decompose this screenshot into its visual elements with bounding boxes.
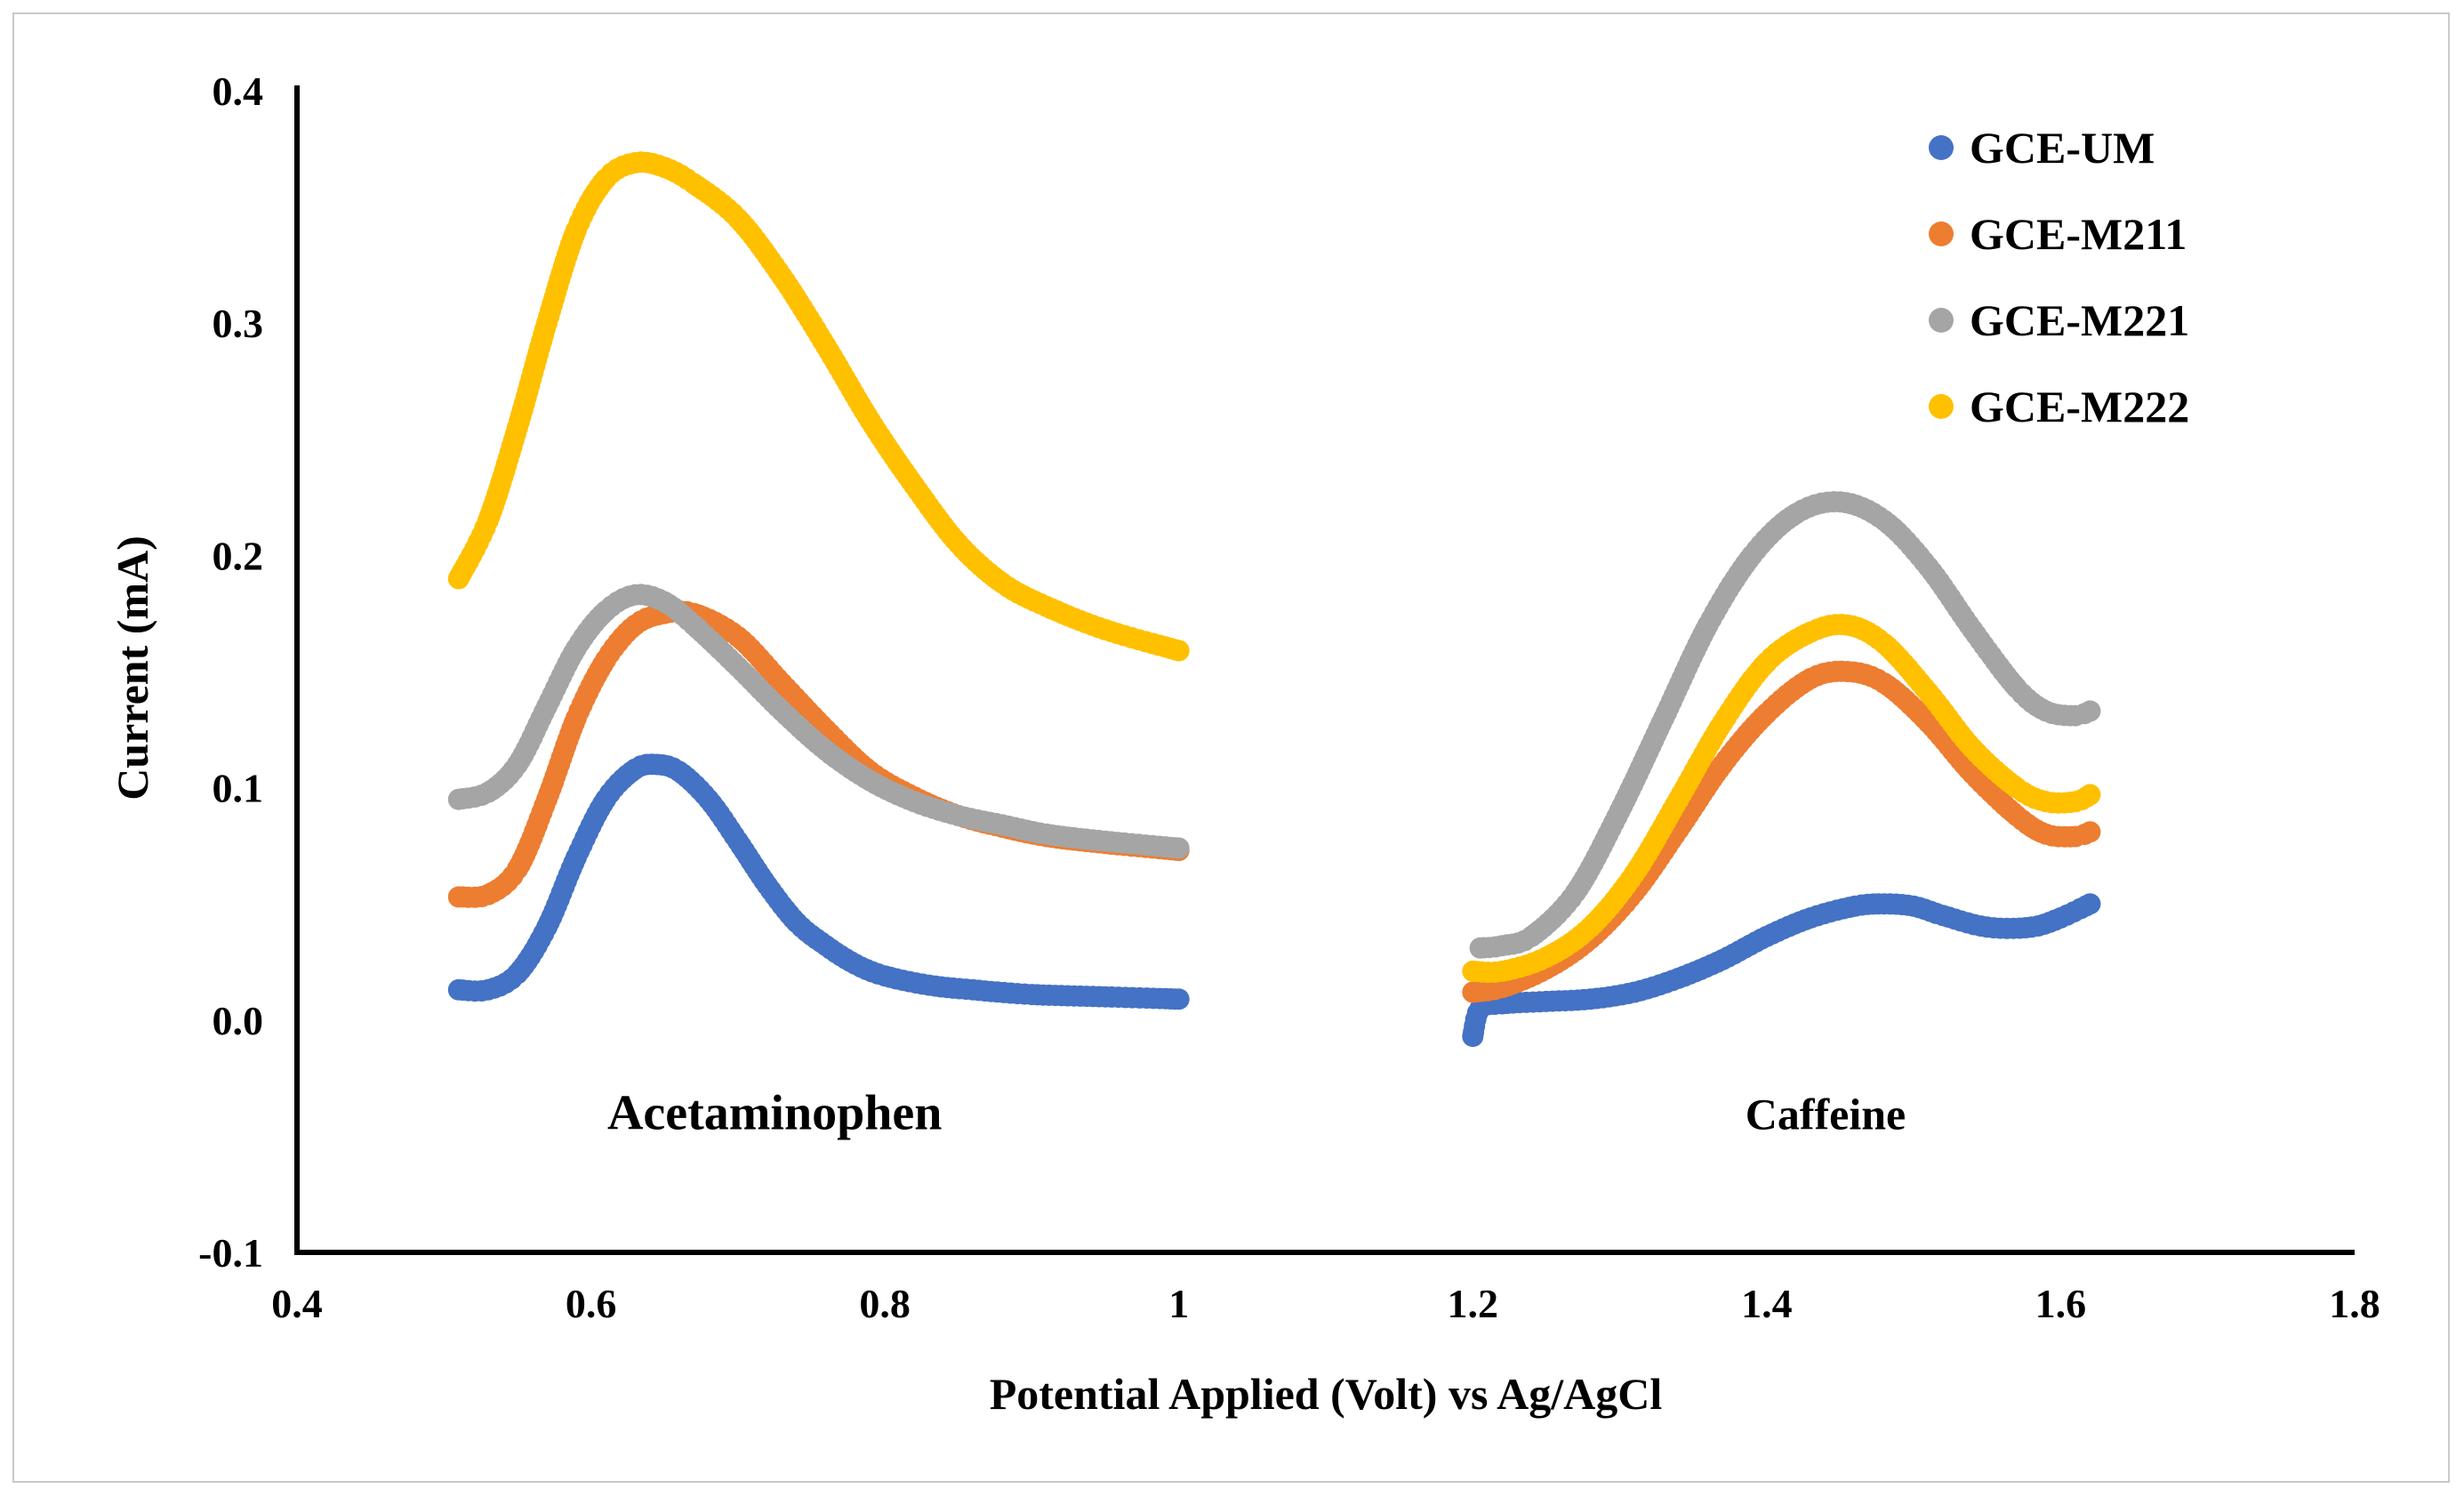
legend-marker: [1929, 308, 1954, 333]
legend-item: GCE-UM: [1929, 123, 2155, 173]
data-point: [2079, 893, 2101, 915]
legend-item: GCE-M211: [1929, 209, 2187, 259]
x-tick-label: 1.6: [2035, 1281, 2087, 1326]
legend-marker: [1929, 221, 1954, 246]
series-gce-um: [447, 753, 2101, 1048]
y-tick-label: 0.2: [213, 533, 264, 578]
x-tick-label: 1.8: [2329, 1281, 2380, 1326]
y-tick-label: -0.1: [198, 1230, 263, 1276]
series-gce-m222: [447, 151, 2101, 984]
legend-label: GCE-M211: [1970, 209, 2187, 259]
legend-label: GCE-M222: [1970, 382, 2189, 431]
legend: GCE-UM GCE-M211 GCE-M221 GCE-M222: [1929, 123, 2189, 431]
data-point: [1168, 640, 1190, 662]
chart-frame: -0.1 0.0 0.1 0.2 0.3 0.4 0.4 0.6 0.8 1 1.2 1.4 1.6 1…: [12, 12, 2450, 1483]
annotation-caffeine: Caffeine: [1746, 1089, 1906, 1139]
annotation-acetaminophen: Acetaminophen: [607, 1085, 942, 1140]
x-tick-label: 0.8: [859, 1281, 911, 1326]
chart-svg: -0.1 0.0 0.1 0.2 0.3 0.4 0.4 0.6 0.8 1 1.2 1.4 1.6 1…: [108, 68, 2380, 1419]
x-tick-labels: 0.4 0.6 0.8 1 1.2 1.4 1.6 1.8: [271, 1281, 2380, 1326]
x-tick-label: 1.4: [1741, 1281, 1793, 1326]
data-point: [1168, 837, 1190, 859]
legend-marker: [1929, 135, 1954, 160]
y-tick-label: 0.0: [213, 998, 264, 1043]
y-tick-label: 0.4: [213, 68, 264, 114]
legend-item: GCE-M221: [1929, 295, 2189, 345]
legend-label: GCE-UM: [1970, 123, 2155, 173]
data-point: [1168, 988, 1190, 1010]
y-tick-labels: -0.1 0.0 0.1 0.2 0.3 0.4: [198, 68, 263, 1276]
legend-marker: [1929, 394, 1954, 419]
legend-label: GCE-M221: [1970, 295, 2189, 345]
data-point: [2079, 700, 2101, 722]
x-tick-label: 1.2: [1448, 1281, 1499, 1326]
series-gce-m221: [447, 491, 2101, 959]
x-axis-label: Potential Applied (Volt) vs Ag/AgCl: [990, 1369, 1663, 1419]
y-axis-label: Current (mA): [108, 535, 157, 801]
legend-item: GCE-M222: [1929, 382, 2189, 431]
x-tick-label: 0.6: [566, 1281, 617, 1326]
y-tick-label: 0.3: [213, 301, 264, 346]
x-tick-label: 1: [1168, 1281, 1189, 1326]
data-point: [2079, 821, 2101, 843]
series-markers: [447, 151, 2101, 1048]
data-point: [2079, 784, 2101, 806]
y-tick-label: 0.1: [213, 766, 264, 811]
series-gce-m211: [447, 600, 2101, 1003]
x-tick-label: 0.4: [271, 1281, 323, 1326]
